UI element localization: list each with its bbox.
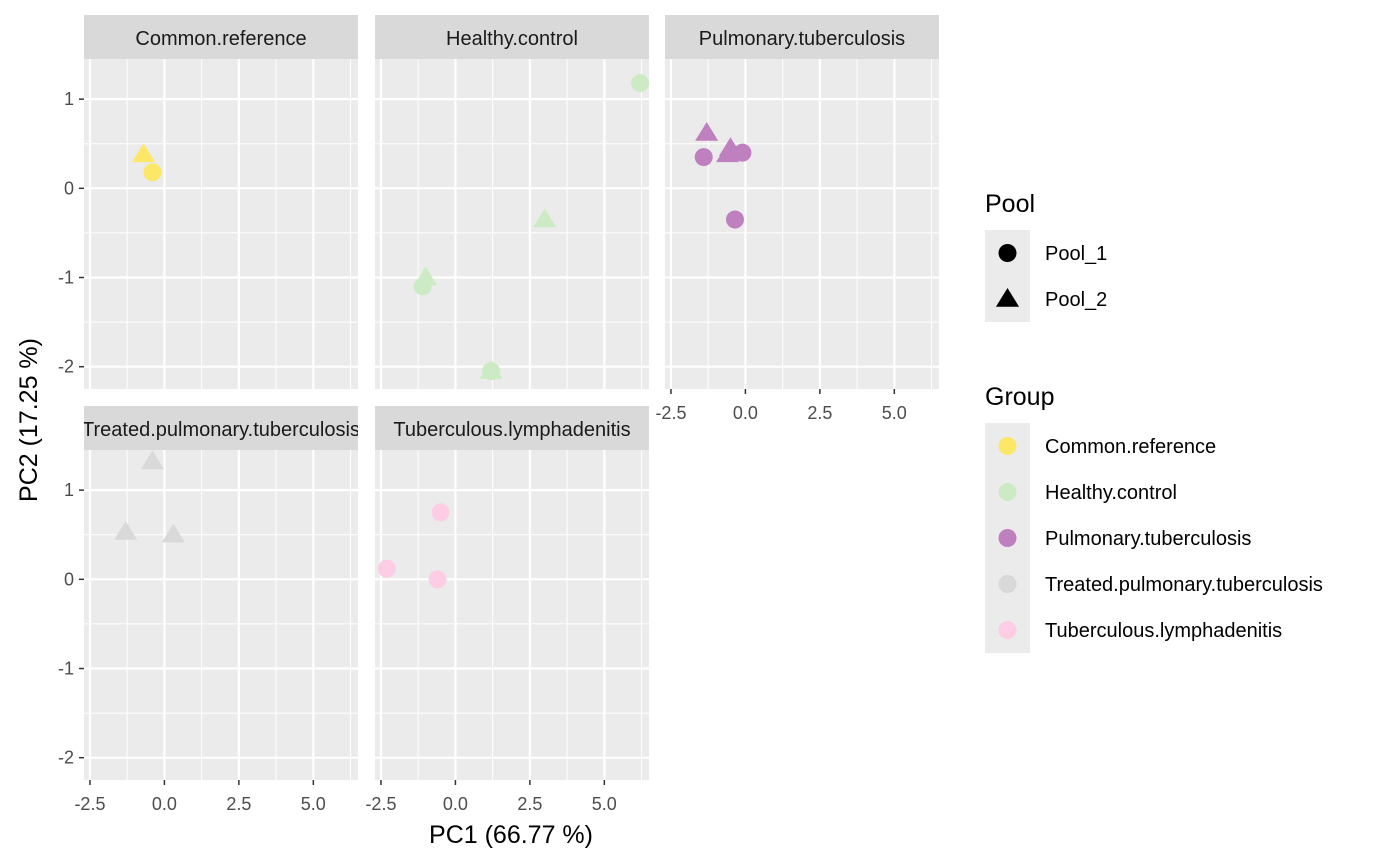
group-legend-label: Pulmonary.tuberculosis (1045, 528, 1251, 550)
panel-background (84, 450, 358, 780)
facet-panel-2: Healthy.control (375, 15, 650, 389)
data-point-triangle (715, 143, 740, 163)
pool-legend-label: Pool_1 (1045, 243, 1107, 265)
data-point-triangle (533, 208, 557, 228)
panel-background (665, 59, 939, 389)
panel-background (84, 59, 358, 389)
pool-legend-key-background (985, 230, 1030, 322)
data-point-triangle (132, 143, 156, 163)
data-point-circle (377, 559, 396, 578)
data-point-triangle (161, 523, 185, 543)
facet-strip-label: Common.reference (135, 28, 306, 50)
pool-legend-title: Pool (985, 190, 1035, 218)
data-point-circle (631, 74, 650, 93)
x-tick-label: 5.0 (301, 794, 326, 814)
data-point-triangle (479, 360, 503, 379)
data-point-triangle (140, 450, 165, 470)
x-tick-label: 5.0 (592, 794, 617, 814)
facet-panel-4: Treated.pulmonary.tuberculosis -2 -1 0 1 -2.5… (58, 406, 360, 814)
legend-color-swatch (998, 621, 1017, 639)
x-tick-label: 2.5 (226, 794, 251, 814)
data-point-circle (428, 570, 447, 589)
x-tick-label: -2.5 (365, 794, 396, 814)
group-legend-title: Group (985, 383, 1054, 411)
x-tick-label: -2.5 (74, 794, 105, 814)
facet-strip (375, 406, 649, 450)
facet-strip (665, 15, 939, 59)
data-point-circle (413, 277, 432, 296)
facet-strip-label: Treated.pulmonary.tuberculosis (82, 419, 360, 441)
group-legend: Group Common.reference Healthy.control Pulm… (985, 383, 1323, 653)
data-point-circle (733, 143, 752, 162)
legend-color-swatch (998, 529, 1017, 547)
legend-triangle-icon (995, 288, 1020, 307)
x-axis-title: PC1 (66.77 %) (429, 821, 593, 849)
group-legend-label: Common.reference (1045, 436, 1216, 458)
y-tick-label: -2 (58, 357, 74, 377)
pool-legend-label: Pool_2 (1045, 289, 1107, 311)
x-tick-label: 5.0 (882, 403, 907, 423)
y-tick-label: 0 (64, 178, 74, 198)
y-axis-title: PC2 (17.25 %) (15, 338, 43, 502)
y-tick-label: 0 (64, 569, 74, 589)
facet-strip (84, 406, 358, 450)
x-tick-label: 0.0 (443, 794, 468, 814)
y-tick-label: -1 (58, 659, 74, 679)
data-point-circle (725, 210, 744, 229)
facet-strip (84, 15, 358, 59)
group-legend-label: Tuberculous.lymphadenitis (1045, 620, 1282, 642)
data-point-circle (431, 503, 450, 522)
data-point-triangle (695, 122, 719, 141)
panel-background (375, 450, 649, 780)
x-tick-label: 2.5 (807, 403, 832, 423)
x-tick-label: 0.0 (733, 403, 758, 423)
facet-panel-3: Pulmonary.tuberculosis -2.5 0.0 2.5 5.0 (655, 15, 939, 423)
pool-legend: Pool Pool_1 Pool_2 (985, 190, 1107, 322)
facet-panel-1: Common.reference -2 -1 0 1 (58, 15, 358, 389)
data-point-triangle (114, 521, 138, 540)
y-tick-label: 1 (64, 89, 74, 109)
y-tick-label: 1 (64, 480, 74, 500)
legend-color-swatch (998, 437, 1017, 455)
facet-strip-label: Healthy.control (446, 28, 578, 50)
facet-strip (375, 15, 649, 59)
data-point-circle (694, 148, 713, 167)
x-tick-label: 2.5 (517, 794, 542, 814)
facet-strip-label: Pulmonary.tuberculosis (699, 28, 905, 50)
data-point-circle (143, 163, 162, 182)
facet-strip-label: Tuberculous.lymphadenitis (393, 419, 630, 441)
y-tick-label: -1 (58, 268, 74, 288)
facet-panel-5: Tuberculous.lymphadenitis -2.5 0.0 2.5 5.0 (365, 406, 649, 814)
x-tick-label: -2.5 (655, 403, 686, 423)
panel-background (375, 59, 649, 389)
legend-circle-icon (998, 244, 1017, 262)
x-tick-label: 0.0 (152, 794, 177, 814)
group-legend-label: Treated.pulmonary.tuberculosis (1045, 574, 1323, 596)
group-legend-label: Healthy.control (1045, 482, 1177, 504)
y-tick-label: -2 (58, 748, 74, 768)
legend-color-swatch (998, 483, 1017, 501)
legend-color-swatch (998, 575, 1017, 593)
